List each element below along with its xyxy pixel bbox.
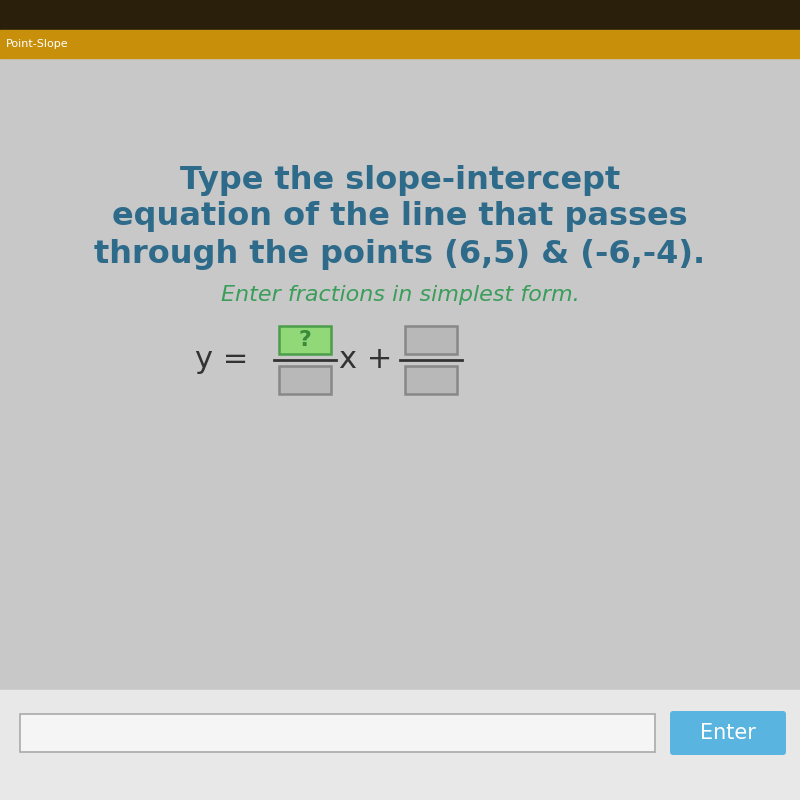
Bar [405,326,457,354]
Bar [279,366,331,394]
Text: ?: ? [298,330,311,350]
Text: equation of the line that passes: equation of the line that passes [112,202,688,233]
Bar [20,714,655,752]
Text: Enter: Enter [700,723,756,743]
Text: through the points (6,5) & (-6,-4).: through the points (6,5) & (-6,-4). [94,238,706,270]
Text: x +: x + [339,346,393,374]
Bar [0,690,800,800]
Bar [279,326,331,354]
Text: Point-Slope: Point-Slope [6,39,69,49]
Bar [405,366,457,394]
FancyBboxPatch shape [670,711,786,755]
Text: Type the slope-intercept: Type the slope-intercept [180,165,620,195]
Text: Enter fractions in simplest form.: Enter fractions in simplest form. [221,285,579,305]
Bar [0,30,800,58]
Text: y =: y = [194,346,248,374]
Bar [0,0,800,30]
